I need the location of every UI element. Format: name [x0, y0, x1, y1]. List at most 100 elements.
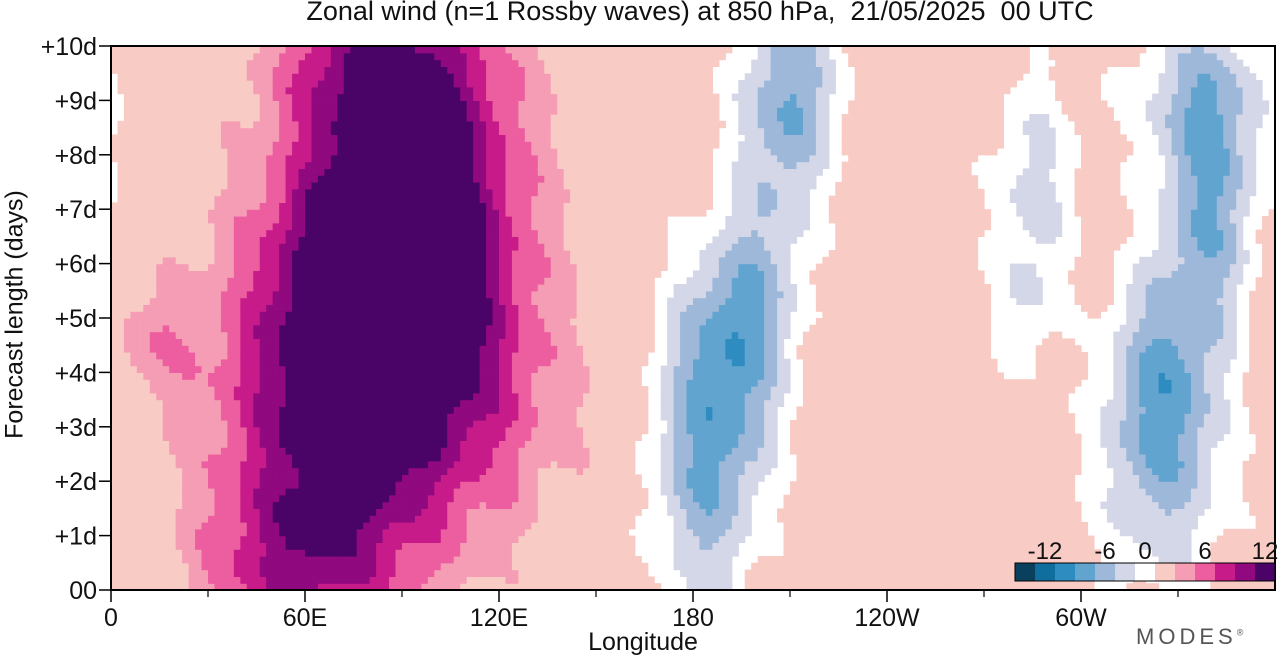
contour-cell — [376, 243, 384, 251]
contour-cell — [369, 297, 377, 305]
contour-cell — [285, 134, 293, 142]
contour-cell — [453, 236, 461, 244]
contour-cell — [337, 413, 345, 421]
contour-cell — [279, 426, 287, 435]
contour-cell — [136, 365, 144, 373]
contour-cell — [343, 243, 351, 251]
contour-cell — [453, 488, 461, 496]
contour-cell — [395, 318, 403, 326]
contour-cell — [169, 528, 177, 537]
contour-cell — [337, 433, 345, 441]
contour-cell — [156, 59, 164, 67]
contour-cell — [285, 440, 293, 448]
contour-cell — [350, 467, 358, 475]
contour-cell — [421, 372, 429, 380]
contour-cell — [324, 576, 332, 584]
contour-cell — [460, 338, 468, 346]
contour-cell — [305, 216, 313, 224]
contour-cell — [298, 86, 306, 95]
contour-cell — [227, 256, 235, 265]
contour-cell — [259, 569, 267, 577]
contour-cell — [350, 202, 358, 210]
contour-cell — [414, 93, 422, 101]
contour-cell — [201, 508, 209, 516]
contour-cell — [447, 100, 455, 108]
contour-cell — [486, 386, 494, 394]
contour-cell — [324, 93, 332, 101]
contour-cell — [486, 236, 494, 244]
contour-cell — [123, 114, 131, 122]
contour-cell — [156, 107, 164, 115]
contour-cell — [292, 420, 300, 428]
contour-cell — [123, 73, 131, 81]
contour-cell — [279, 114, 287, 122]
contour-cell — [492, 542, 500, 550]
contour-cell — [292, 542, 300, 550]
contour-cell — [182, 202, 190, 210]
contour-cell — [208, 562, 216, 571]
contour-cell — [305, 311, 313, 319]
contour-cell — [233, 290, 241, 299]
contour-cell — [434, 141, 442, 149]
contour-cell — [201, 474, 209, 482]
contour-cell — [447, 562, 455, 571]
contour-cell — [130, 528, 138, 537]
contour-cell — [434, 229, 442, 237]
contour-cell — [505, 481, 513, 489]
contour-cell — [466, 182, 474, 190]
contour-cell — [182, 243, 190, 251]
contour-cell — [175, 127, 183, 135]
contour-cell — [305, 263, 313, 271]
contour-cell — [130, 352, 138, 360]
contour-cell — [169, 222, 177, 231]
contour-cell — [434, 73, 442, 81]
contour-cell — [136, 66, 144, 74]
contour-cell — [376, 161, 384, 169]
contour-cell — [434, 420, 442, 428]
contour-cell — [195, 243, 203, 251]
contour-cell — [324, 426, 332, 435]
contour-cell — [259, 100, 267, 108]
contour-cell — [220, 426, 228, 435]
contour-cell — [143, 372, 151, 380]
contour-cell — [473, 488, 481, 496]
contour-cell — [486, 80, 494, 88]
contour-cell — [395, 365, 403, 373]
contour-cell — [136, 250, 144, 258]
contour-cell — [343, 66, 351, 74]
contour-cell — [382, 148, 390, 156]
contour-cell — [447, 365, 455, 373]
contour-cell — [188, 120, 196, 129]
contour-cell — [279, 386, 287, 394]
contour-cell — [369, 182, 377, 190]
contour-cell — [123, 175, 131, 183]
contour-cell — [492, 263, 500, 271]
contour-cell — [311, 222, 319, 231]
contour-cell — [330, 195, 338, 203]
contour-cell — [330, 318, 338, 326]
contour-cell — [343, 107, 351, 115]
contour-cell — [324, 528, 332, 537]
contour-cell — [350, 80, 358, 88]
contour-cell — [337, 311, 345, 319]
contour-cell — [130, 345, 138, 353]
contour-cell — [479, 365, 487, 373]
contour-cell — [259, 284, 267, 292]
contour-cell — [337, 52, 345, 61]
contour-cell — [440, 209, 448, 217]
contour-cell — [505, 365, 513, 373]
contour-cell — [447, 501, 455, 509]
contour-cell — [246, 379, 254, 387]
contour-cell — [227, 501, 235, 509]
contour-cell — [440, 386, 448, 394]
contour-cell — [201, 222, 209, 231]
contour-cell — [382, 256, 390, 265]
contour-cell — [175, 406, 183, 414]
contour-cell — [220, 569, 228, 577]
contour-cell — [382, 127, 390, 135]
contour-cell — [246, 188, 254, 197]
contour-cell — [298, 182, 306, 190]
contour-cell — [511, 549, 519, 557]
contour-cell — [427, 508, 435, 516]
contour-cell — [201, 522, 209, 530]
